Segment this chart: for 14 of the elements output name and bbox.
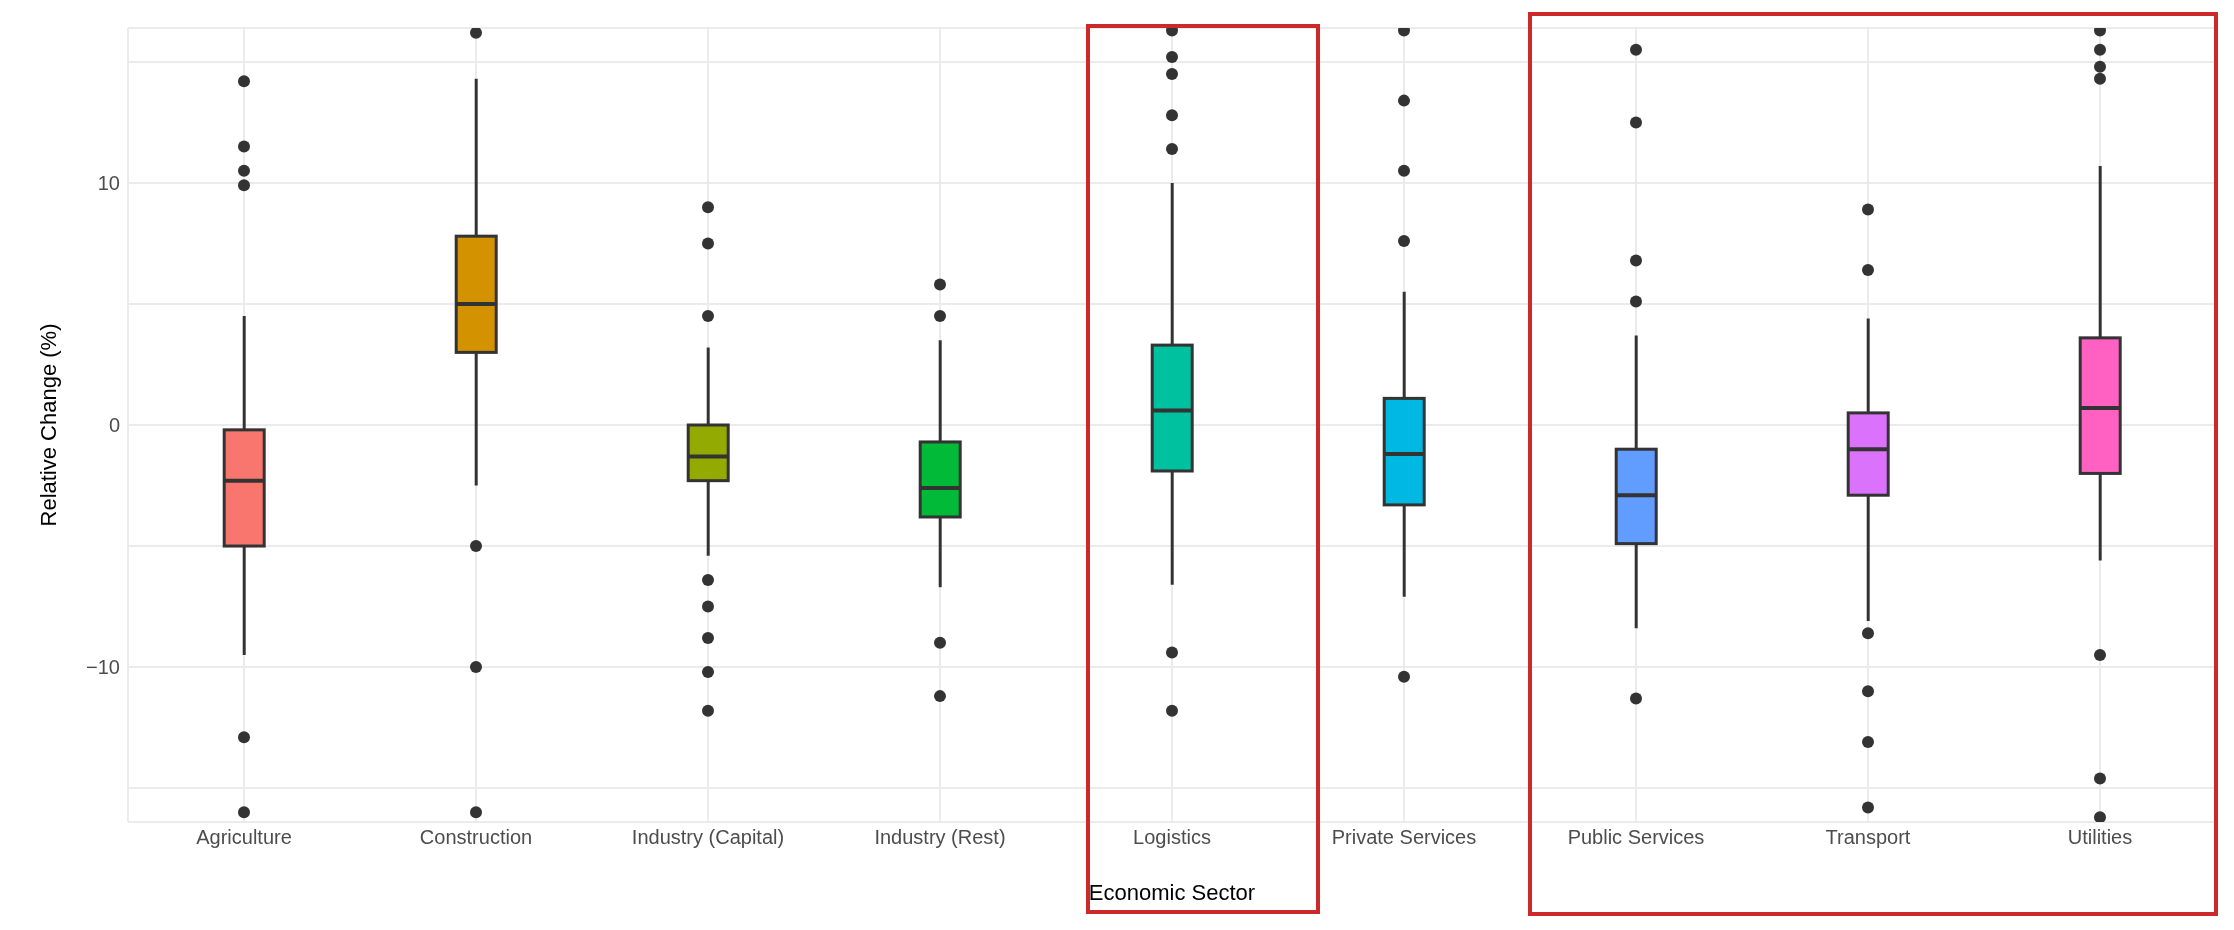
x-tick-label: Industry (Capital) (631, 826, 785, 849)
x-tick-label: Utilities (2067, 826, 2133, 849)
x-axis-title: Economic Sector (1088, 880, 1256, 905)
x-tick-label: Industry (Rest) (874, 826, 1006, 849)
x-tick-label: Public Services (1567, 826, 1705, 849)
y-axis-title: Relative Change (%) (35, 323, 61, 527)
y-tick-label: 0 (108, 414, 120, 437)
x-tick-label: Private Services (1331, 826, 1477, 849)
x-tick-label: Agriculture (196, 826, 292, 849)
x-tick-label: Logistics (1133, 826, 1211, 849)
x-tick-label: Transport (1825, 826, 1911, 849)
x-tick-label: Construction (419, 826, 533, 849)
y-tick-label: −10 (86, 656, 120, 679)
y-tick-label: 10 (97, 172, 120, 195)
